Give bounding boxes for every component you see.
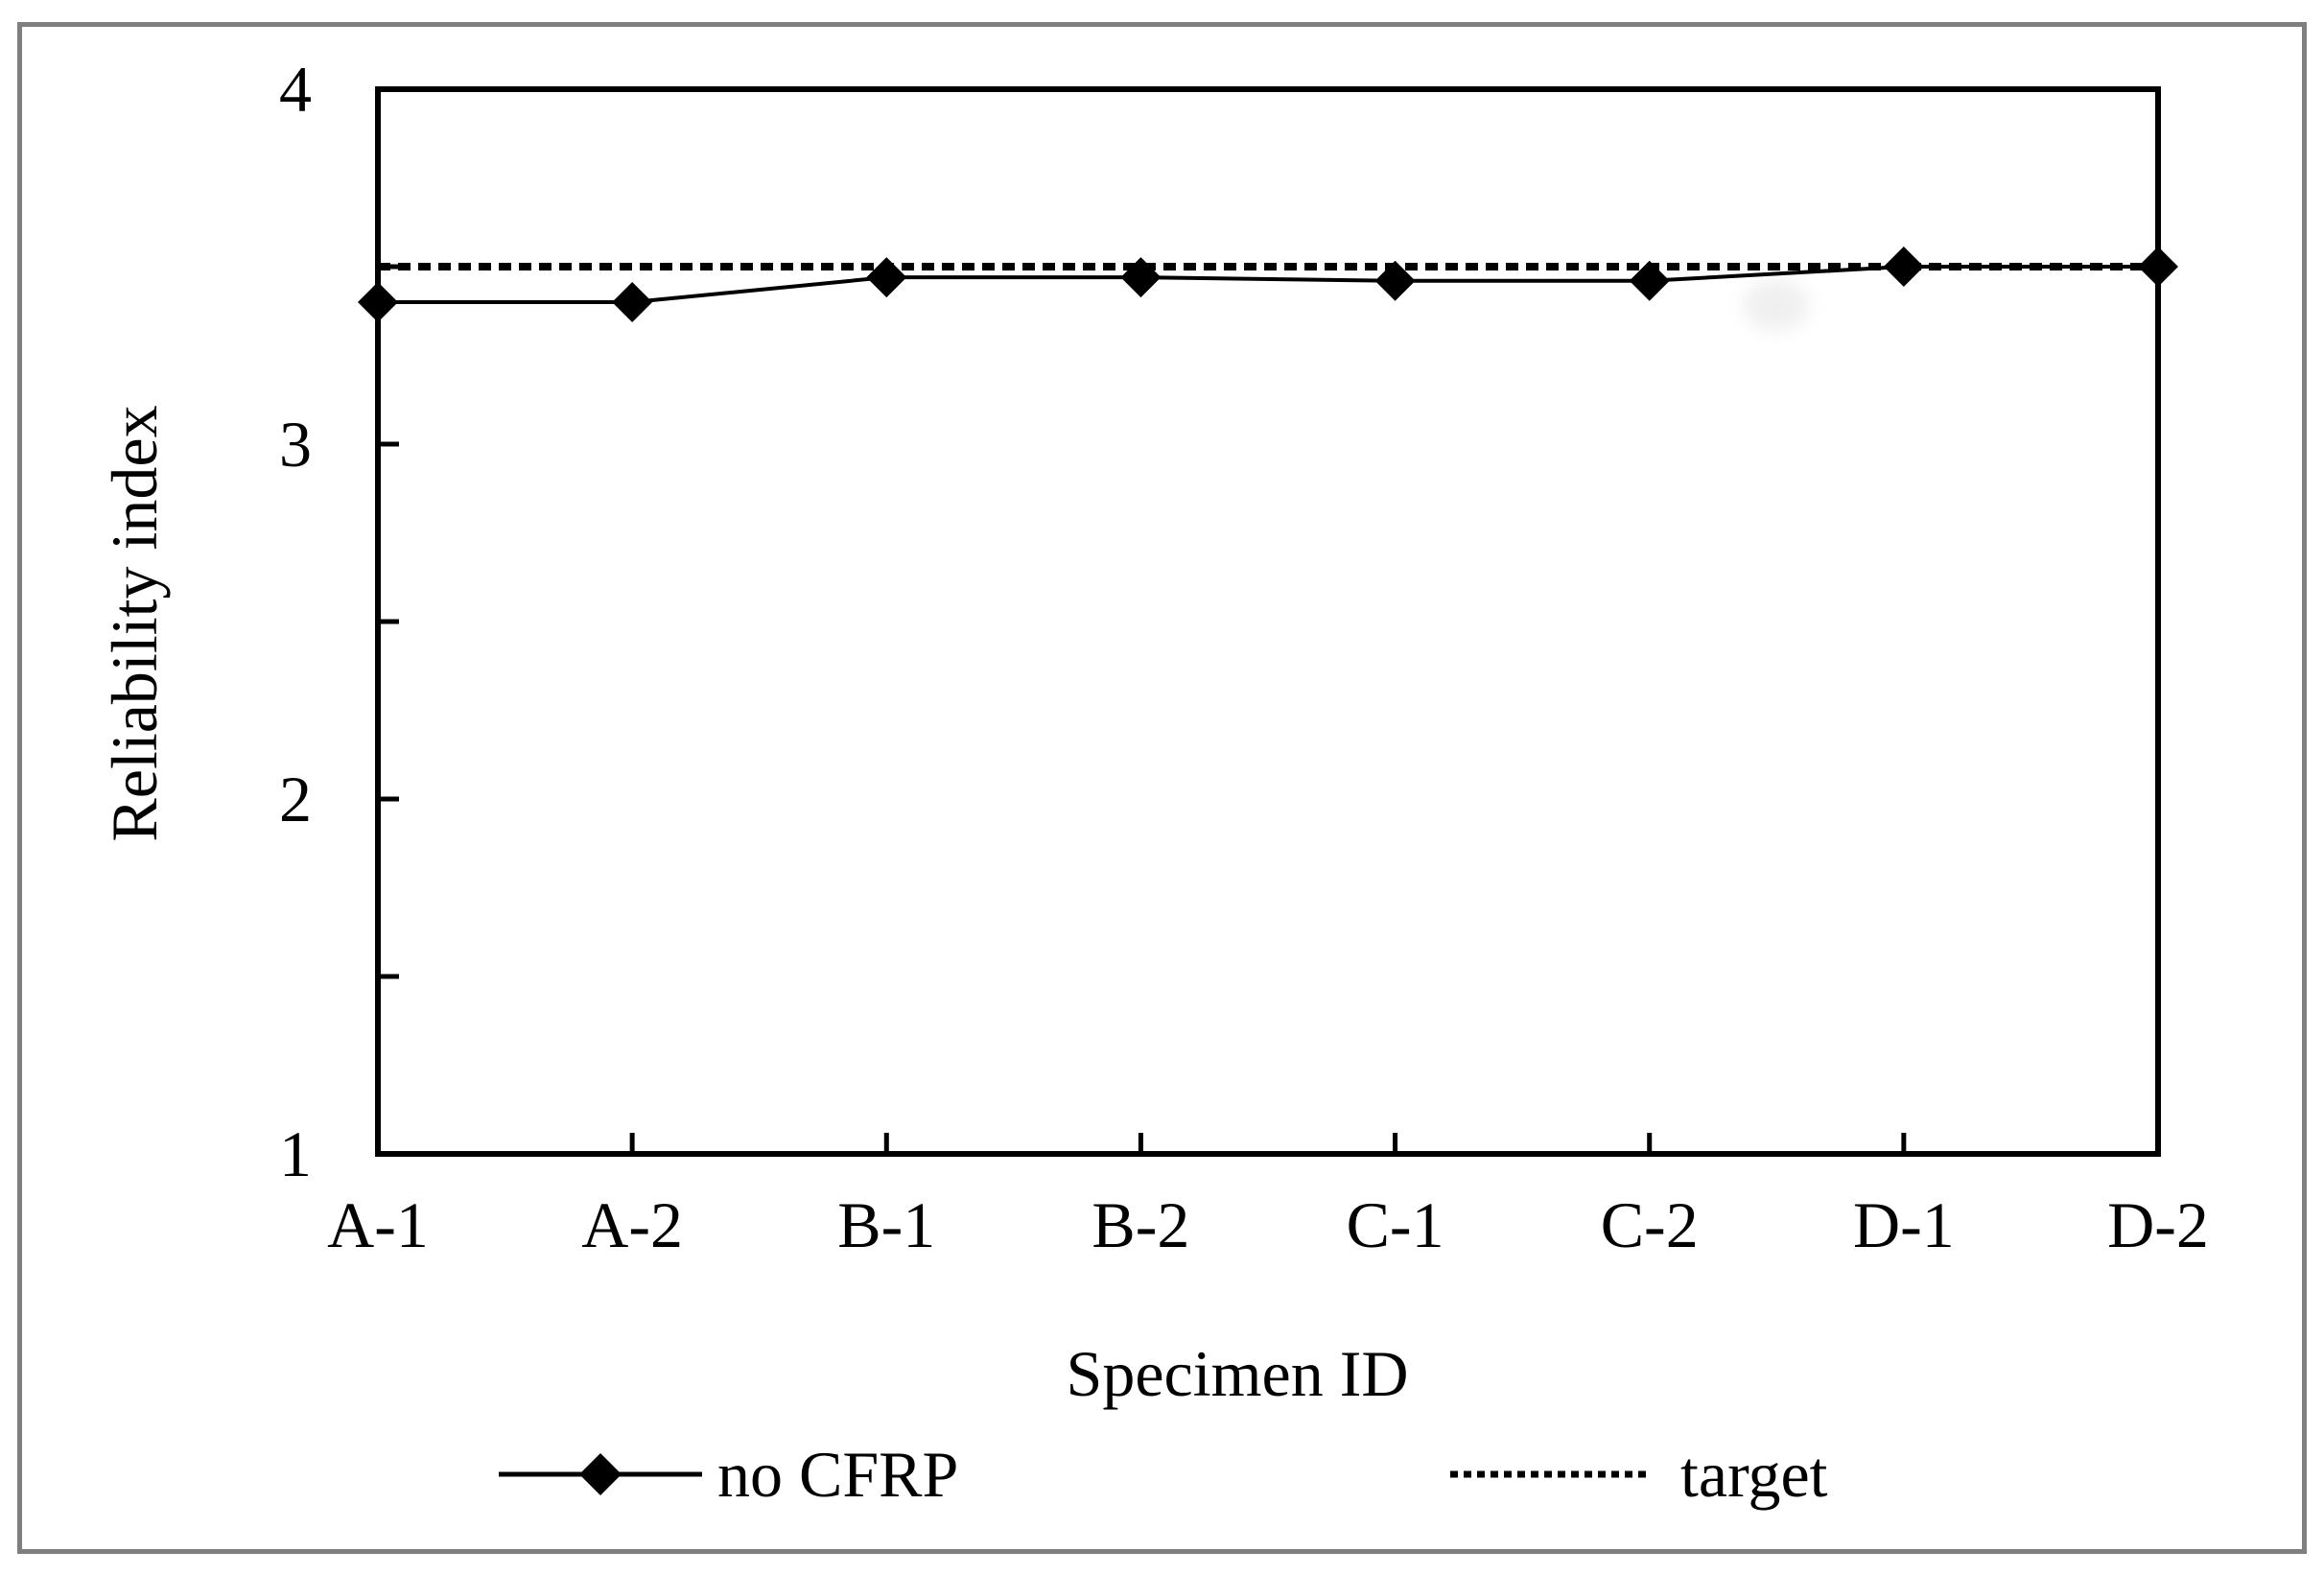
y-tick-label: 3: [279, 408, 312, 481]
data-point-marker: [2138, 247, 2178, 287]
x-tick-label: C-2: [1601, 1188, 1699, 1261]
x-tick-label: B-1: [837, 1188, 935, 1261]
plot-frame: [375, 86, 2161, 1157]
scan-smudge-artifact: [1744, 279, 1809, 331]
data-point-marker: [1374, 260, 1416, 301]
y-axis-title: Reliability index: [98, 405, 171, 841]
legend-label-target: target: [1680, 1438, 1828, 1511]
legend: no CFRP target: [499, 1438, 1828, 1511]
data-point-marker: [866, 257, 907, 298]
data-point-marker: [1120, 257, 1162, 298]
x-axis-title: Specimen ID: [1067, 1337, 1409, 1410]
y-tick-label: 1: [279, 1117, 312, 1190]
legend-label-no-cfrp: no CFRP: [717, 1438, 958, 1511]
data-point-marker: [612, 282, 653, 322]
data-point-marker: [358, 282, 398, 322]
x-tick-label: B-2: [1092, 1188, 1189, 1261]
x-tick-label: C-1: [1347, 1188, 1444, 1261]
y-tick-label: 4: [279, 53, 312, 126]
figure-border: [17, 22, 2307, 1554]
data-point-marker: [1629, 260, 1670, 301]
x-tick-label: A-2: [581, 1188, 683, 1261]
x-tick-label: A-1: [327, 1188, 429, 1261]
x-tick-label: D-2: [2107, 1188, 2209, 1261]
series-line-no-cfrp: [378, 265, 2158, 304]
y-tick-label: 2: [279, 763, 312, 835]
x-tick-label: D-1: [1853, 1188, 1955, 1261]
data-point-marker: [1883, 247, 1924, 287]
plot-area: 1 2 3 4 A-1 A-2 B-1 B-2 C-1 C-2 D-1 D-2: [279, 53, 2209, 1261]
legend-no-cfrp-diamond-icon: [579, 1453, 622, 1495]
